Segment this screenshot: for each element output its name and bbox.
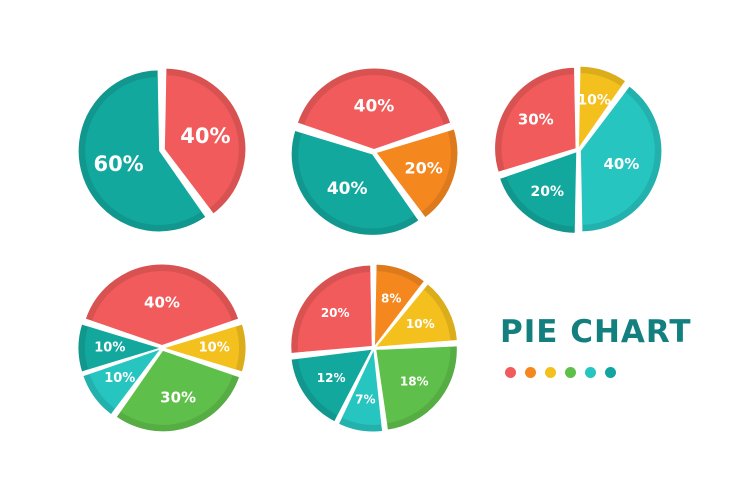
pie-2-label-3: 40%	[327, 179, 368, 199]
pie-4-slice-4-face	[89, 349, 160, 409]
pie-4-label-2: 10%	[199, 341, 230, 356]
pie-1-slice-2-face	[85, 76, 202, 225]
pie-5-label-2: 10%	[406, 317, 435, 331]
pie-4-slice-2-face	[165, 326, 239, 370]
pie-2-label-1: 40%	[354, 96, 395, 116]
pie-chart-3: 10% 40% 20% 30%	[492, 63, 665, 236]
pie-4-label-4: 10%	[104, 371, 135, 386]
color-dot-1	[505, 367, 516, 378]
pie-1-slice-1-face	[164, 75, 239, 209]
pie-2-slice-3-face	[298, 132, 415, 229]
pie-3-label-2: 40%	[603, 155, 639, 173]
pie-3-slice-4-face	[501, 74, 576, 170]
pie-4-slice-5-face	[85, 326, 159, 370]
color-dot-5	[585, 367, 596, 378]
color-dot-6	[605, 367, 616, 378]
color-dot-2	[525, 367, 536, 378]
pie-5-slice-5-face	[298, 349, 372, 416]
pie-2-slice-2-face	[376, 131, 451, 212]
pie-3-label-3: 20%	[531, 184, 565, 200]
pie-2-slice-1-face	[304, 75, 444, 149]
color-dot-4	[565, 367, 576, 378]
pie-4-label-5: 10%	[94, 341, 125, 356]
pie-chart-4: 40% 10% 30% 10% 10%	[75, 261, 249, 435]
page-title: PIE CHART	[500, 314, 692, 350]
pie-5-label-5: 12%	[317, 371, 346, 385]
pie-5-label-4: 7%	[355, 392, 375, 406]
pie-5-slice-4-face	[341, 350, 382, 425]
color-dots	[505, 367, 616, 378]
pie-4-slice-3-face	[120, 350, 233, 425]
pie-5-slice-6-face	[297, 272, 372, 353]
pie-5-label-6: 20%	[321, 306, 350, 320]
pie-2-label-2: 20%	[404, 159, 442, 178]
pie-1-label-1: 40%	[180, 124, 230, 148]
pie-5-slice-1-face	[374, 271, 420, 346]
pie-5-label-3: 18%	[400, 374, 429, 388]
pie-5-slice-3-face	[376, 346, 451, 424]
pie-chart-5: 8% 10% 18% 7% 12% 20%	[288, 261, 460, 435]
pie-4-label-1: 40%	[144, 293, 180, 311]
color-dot-3	[545, 367, 556, 378]
pie-4-label-3: 30%	[160, 389, 196, 407]
pie-chart-1: 40% 60%	[75, 65, 249, 235]
pie-3-slice-3-face	[506, 152, 577, 227]
pie-chart-2: 40% 20% 40%	[288, 65, 461, 238]
pie-1-label-2: 60%	[93, 152, 143, 176]
pie-3-label-1: 10%	[577, 92, 611, 108]
pie-3-slice-1-face	[578, 73, 622, 148]
pie-5-label-1: 8%	[381, 292, 401, 306]
pie-3-slice-2-face	[580, 91, 655, 225]
pie-5-slice-2-face	[376, 289, 451, 347]
pie-3-label-4: 30%	[518, 110, 554, 128]
pie-4-slice-1-face	[92, 271, 232, 345]
